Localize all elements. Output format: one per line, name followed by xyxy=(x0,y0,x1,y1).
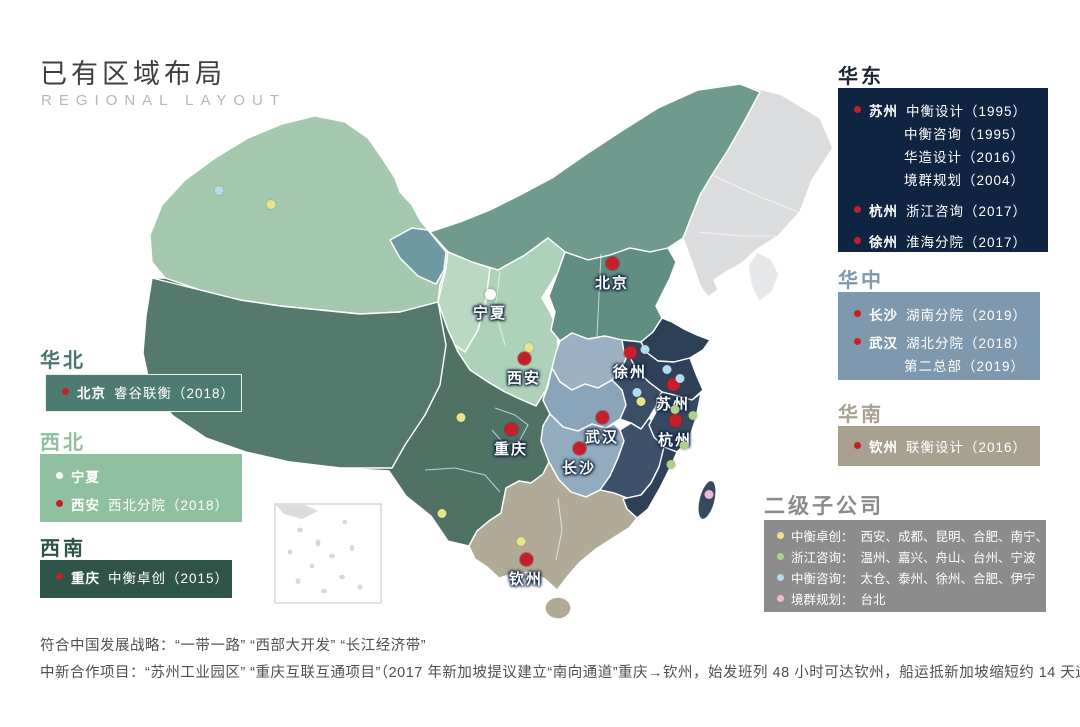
subsidiary-group: 中衡卓创： xyxy=(791,530,854,544)
cooperation-note: 中新合作项目：“苏州工业园区” “重庆互联互通项目”（2017 年新加坡提议建立… xyxy=(40,665,1080,681)
red-dot-icon xyxy=(56,573,63,580)
branch-city: 苏州 xyxy=(869,103,898,119)
region-korea xyxy=(747,251,780,303)
red-dot-icon xyxy=(854,106,861,113)
branch-row: 徐州 淮海分院（2017） xyxy=(838,229,1048,252)
branch-name: 浙江咨询（2017） xyxy=(906,203,1028,219)
region-panel-east: 苏州 中衡设计（1995） 中衡咨询（1995） 华造设计（2016） 境群规划… xyxy=(838,88,1048,252)
branch-name: 湖北分院（2018） xyxy=(906,335,1028,351)
region-panel-central: 长沙 湖南分院（2019） 武汉 湖北分院（2018） 第二总部（2019） xyxy=(838,292,1040,380)
red-dot-icon xyxy=(854,310,861,317)
subsidiaries-header: 二级子公司 xyxy=(764,495,884,518)
branch-city: 武汉 xyxy=(869,335,898,351)
red-dot-icon xyxy=(62,388,69,395)
region-alxa xyxy=(389,227,447,285)
branch-name: 西北分院（2018） xyxy=(108,497,230,513)
strategy-note: 符合中国发展战略：“一带一路” “西部大开发” “长江经济带” xyxy=(40,638,427,654)
red-dot-icon xyxy=(56,500,63,507)
green-dot-icon xyxy=(777,553,784,560)
subsidiary-cities: 台北 xyxy=(860,593,886,607)
subsidiaries-panel: 中衡卓创： 西安、成都、昆明、合肥、南宁、乌鲁木齐 浙江咨询： 温州、嘉兴、舟山、台… xyxy=(764,520,1080,612)
red-dot-icon xyxy=(854,338,861,345)
red-dot-icon xyxy=(854,237,861,244)
region-taiwan xyxy=(697,479,717,521)
branch-city: 重庆 xyxy=(71,570,100,586)
region-header-north: 华北 xyxy=(40,350,86,372)
branch-name: 中衡设计（1995） xyxy=(906,103,1028,119)
region-header-southwest: 西南 xyxy=(40,538,86,560)
branch-row: 华造设计（2016） xyxy=(838,144,1048,167)
page-title: 已有区域布局 xyxy=(40,59,226,89)
branch-row: 武汉 湖北分院（2018） xyxy=(838,330,1040,353)
region-hainan xyxy=(544,596,572,620)
branch-row: 中衡咨询（1995） xyxy=(838,121,1048,144)
branch-row: 西安 西北分院（2018） xyxy=(40,492,242,515)
branch-city: 北京 xyxy=(77,385,106,401)
subsidiary-group: 境群规划： xyxy=(791,593,854,607)
pink-dot-icon xyxy=(777,595,784,602)
page-subtitle: REGIONAL LAYOUT xyxy=(41,92,287,109)
branch-row: 宁夏 xyxy=(40,464,242,487)
south-china-sea-inset xyxy=(274,503,382,604)
branch-row: 长沙 湖南分院（2019） xyxy=(838,302,1040,325)
branch-row: 杭州 浙江咨询（2017） xyxy=(838,198,1048,221)
yellow-dot-icon xyxy=(777,532,784,539)
branch-row: 重庆 中衡卓创（2015） xyxy=(40,565,232,588)
branch-row: 境群规划（2004） xyxy=(838,167,1048,190)
branch-row: 苏州 中衡设计（1995） xyxy=(838,98,1048,121)
region-xinjiang xyxy=(149,115,449,315)
branch-name: 睿谷联衡（2018） xyxy=(114,385,236,401)
region-panel-north: 北京 睿谷联衡（2018） xyxy=(45,374,242,412)
branch-city: 长沙 xyxy=(869,307,898,323)
region-header-south: 华南 xyxy=(838,404,884,426)
branch-city: 杭州 xyxy=(869,203,898,219)
region-panel-southwest: 重庆 中衡卓创（2015） xyxy=(40,560,232,598)
branch-name: 境群规划（2004） xyxy=(904,172,1026,188)
subsidiary-group: 浙江咨询： xyxy=(791,551,854,565)
red-dot-icon xyxy=(854,442,861,449)
white-dot-icon xyxy=(56,472,63,479)
subsidiary-cities: 太仓、泰州、徐州、合肥、伊宁 xyxy=(860,572,1036,586)
subsidiary-cities: 西安、成都、昆明、合肥、南宁、乌鲁木齐 xyxy=(860,530,1080,544)
branch-city: 徐州 xyxy=(869,234,898,250)
branch-name: 联衡设计（2016） xyxy=(906,439,1028,455)
branch-city: 钦州 xyxy=(869,439,898,455)
subsidiary-row: 浙江咨询： 温州、嘉兴、舟山、台州、宁波 xyxy=(764,546,1046,567)
branch-row: 钦州 联衡设计（2016） xyxy=(838,434,1040,457)
branch-city: 宁夏 xyxy=(71,469,100,485)
branch-city: 西安 xyxy=(71,497,100,513)
branch-row: 北京 睿谷联衡（2018） xyxy=(46,380,241,403)
subsidiary-group: 中衡咨询： xyxy=(791,572,854,586)
branch-name: 湖南分院（2019） xyxy=(906,307,1028,323)
branch-name: 华造设计（2016） xyxy=(904,149,1026,165)
region-header-central: 华中 xyxy=(838,270,884,292)
branch-name: 第二总部（2019） xyxy=(904,358,1026,374)
subsidiary-row: 境群规划： 台北 xyxy=(764,588,1046,609)
subsidiary-cities: 温州、嘉兴、舟山、台州、宁波 xyxy=(860,551,1036,565)
branch-name: 中衡卓创（2015） xyxy=(108,570,230,586)
subsidiary-row: 中衡咨询： 太仓、泰州、徐州、合肥、伊宁 xyxy=(764,567,1046,588)
branch-name: 中衡咨询（1995） xyxy=(904,126,1026,142)
region-panel-south: 钦州 联衡设计（2016） xyxy=(838,426,1040,466)
region-header-northwest: 西北 xyxy=(40,432,86,454)
red-dot-icon xyxy=(854,206,861,213)
region-south-china xyxy=(468,461,638,591)
province-borders xyxy=(391,174,799,561)
branch-name: 淮海分院（2017） xyxy=(906,234,1028,250)
blue-dot-icon xyxy=(777,574,784,581)
region-panel-northwest: 宁夏 西安 西北分院（2018） xyxy=(40,454,242,522)
region-header-east: 华东 xyxy=(838,66,884,88)
subsidiary-row: 中衡卓创： 西安、成都、昆明、合肥、南宁、乌鲁木齐 xyxy=(764,525,1080,546)
branch-row: 第二总部（2019） xyxy=(838,353,1040,376)
